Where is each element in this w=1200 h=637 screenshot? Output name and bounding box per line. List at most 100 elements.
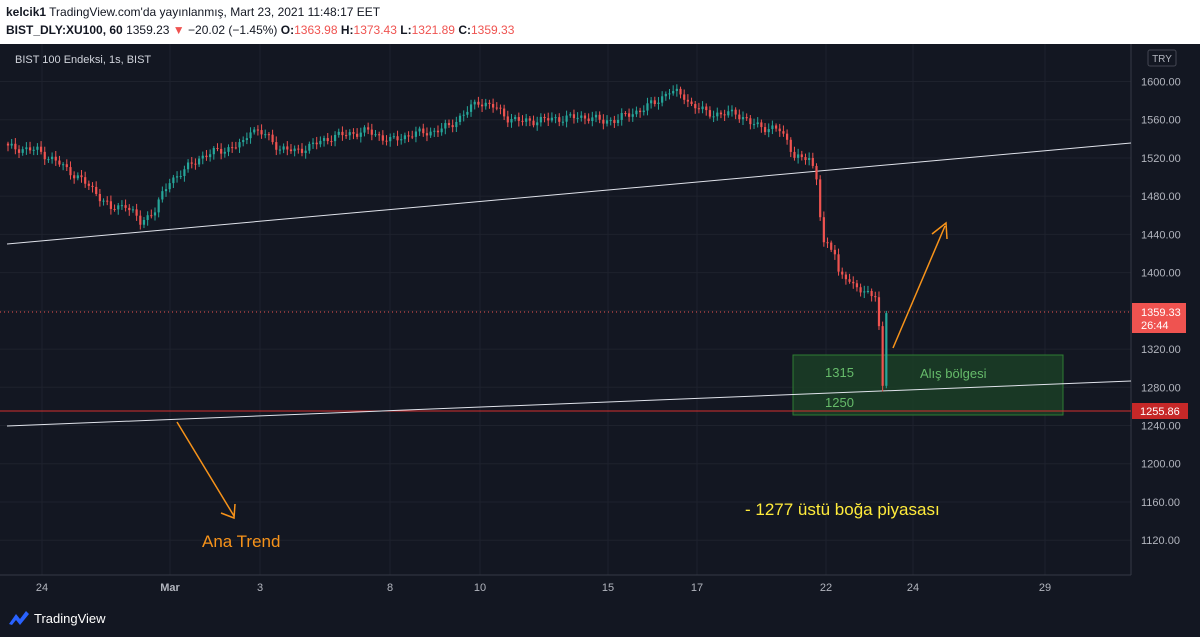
candle-body <box>510 118 513 123</box>
publisher-name[interactable]: kelcik1 <box>6 5 47 19</box>
candle-body <box>444 123 447 129</box>
time-axis[interactable]: 24 Mar 3 8 10 15 17 22 24 29 <box>36 582 1051 594</box>
candle-body <box>771 125 774 130</box>
candles <box>6 84 888 392</box>
support-price-tag: 1255.86 <box>1132 403 1188 419</box>
candle-body <box>10 143 13 146</box>
y-tick-label: 1520.00 <box>1141 153 1181 165</box>
candle-body <box>727 111 730 116</box>
candle-body <box>120 205 124 207</box>
candle-body <box>550 117 553 121</box>
candle-body <box>701 106 704 110</box>
candle-body <box>690 101 693 105</box>
candle-body <box>719 112 723 115</box>
candle-body <box>51 156 54 160</box>
candle-body <box>411 136 414 138</box>
candle-body <box>473 101 476 105</box>
lower-trend-line[interactable] <box>6 380 1132 427</box>
candle-body <box>499 107 502 109</box>
candle-body <box>797 154 800 158</box>
candle-body <box>469 104 473 112</box>
y-tick-label: 1200.00 <box>1141 459 1181 471</box>
y-tick-label: 1280.00 <box>1141 382 1181 394</box>
candle-body <box>668 93 671 95</box>
candle-body <box>881 326 884 386</box>
candle-body <box>370 129 373 135</box>
candle-body <box>683 94 686 100</box>
buy-zone[interactable]: 1315 1250 Alış bölgesi <box>792 354 1064 416</box>
y-tick-label: 1480.00 <box>1141 191 1181 203</box>
tradingview-logo[interactable]: TradingView <box>8 610 106 626</box>
down-arrow-drawing[interactable] <box>176 421 236 520</box>
candle-body <box>275 142 278 150</box>
candle-body <box>532 120 535 126</box>
currency-badge[interactable]: TRY <box>1147 49 1177 67</box>
candle-body <box>422 128 425 134</box>
candle-body <box>429 131 432 136</box>
candle-body <box>587 118 590 122</box>
candle-body <box>521 120 524 122</box>
candlestick-chart[interactable]: 1315 1250 Alış bölgesi Ana Trend - 1277 … <box>0 44 1200 600</box>
candle-body <box>109 201 112 209</box>
candle-body <box>804 157 807 161</box>
candle-body <box>95 186 98 194</box>
candle-body <box>297 148 300 150</box>
candle-body <box>164 189 168 192</box>
candle-body <box>841 271 844 275</box>
up-arrow-drawing[interactable] <box>892 221 948 349</box>
candle-body <box>447 123 451 126</box>
candle-body <box>572 114 576 119</box>
candle-body <box>789 139 792 152</box>
candle-body <box>293 148 296 152</box>
candle-body <box>815 165 818 180</box>
candle-body <box>808 157 811 161</box>
candle-body <box>21 149 24 153</box>
candle-body <box>756 122 759 125</box>
candle-body <box>536 122 539 126</box>
candle-body <box>234 147 237 149</box>
candle-body <box>186 162 190 170</box>
candle-body <box>264 134 267 136</box>
candle-body <box>558 117 561 122</box>
series-label: BIST 100 Endeksi, 1s, BIST <box>15 54 151 66</box>
candle-body <box>425 133 429 136</box>
candle-body <box>697 108 700 110</box>
candle-body <box>43 151 46 160</box>
candle-body <box>514 117 517 119</box>
candle-body <box>819 179 822 218</box>
buy-zone-rect[interactable] <box>792 354 1064 416</box>
candle-body <box>260 130 263 135</box>
price-axis[interactable]: 1600.00 1560.00 1520.00 1480.00 1440.00 1400.… <box>1141 77 1181 548</box>
candle-body <box>256 129 259 131</box>
candle-body <box>613 120 616 123</box>
upper-trend-line[interactable] <box>6 142 1132 245</box>
candle-body <box>194 163 197 165</box>
grid <box>0 44 1131 575</box>
candle-body <box>852 281 855 284</box>
down-arrow-icon: ▼ <box>172 23 185 37</box>
candle-body <box>135 209 138 216</box>
x-tick-label: 24 <box>36 582 48 594</box>
candle-body <box>356 133 359 137</box>
candle-body <box>131 209 135 211</box>
candle-body <box>466 111 469 115</box>
candle-body <box>786 133 789 140</box>
candle-body <box>352 132 355 134</box>
candle-body <box>451 125 454 128</box>
candle-body <box>598 114 601 120</box>
candle-body <box>253 129 256 133</box>
candle-body <box>69 167 72 176</box>
candle-body <box>506 116 509 123</box>
candle-body <box>28 147 32 151</box>
candle-body <box>675 88 678 92</box>
candle-body <box>102 200 105 202</box>
y-tick-label: 1560.00 <box>1141 115 1181 127</box>
symbol-name[interactable]: BIST_DLY:XU100, 60 <box>6 23 123 37</box>
candle-body <box>646 103 649 111</box>
candle-body <box>844 274 847 280</box>
candle-body <box>848 279 851 282</box>
candle-body <box>175 176 179 178</box>
candle-body <box>304 150 307 153</box>
symbol-info: BIST_DLY:XU100, 60 1359.23 ▼ −20.02 (−1.… <box>6 23 514 37</box>
candle-body <box>631 114 634 117</box>
